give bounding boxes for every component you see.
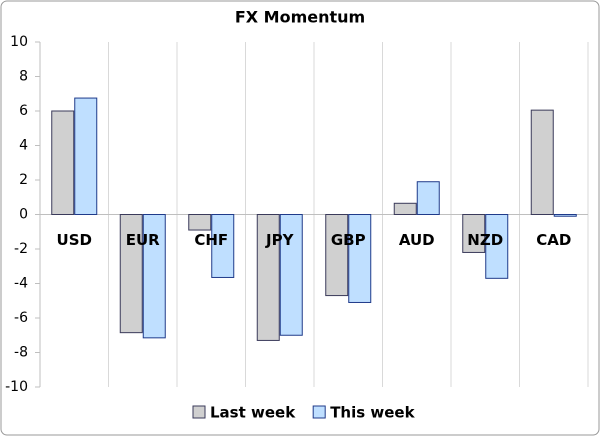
bar <box>416 181 440 216</box>
bar <box>74 97 98 215</box>
bar <box>485 214 509 279</box>
bar <box>462 214 486 253</box>
category-label: GBP <box>331 231 366 249</box>
category-label: JPY <box>265 231 295 249</box>
category-label: EUR <box>126 231 160 249</box>
legend-label: Last week <box>210 404 296 422</box>
bar <box>325 214 349 297</box>
y-tick-label: 10 <box>10 34 28 50</box>
bar <box>142 214 166 339</box>
bar <box>51 110 75 215</box>
bar <box>188 214 212 231</box>
category-label: CAD <box>536 231 571 249</box>
y-tick-label: -10 <box>5 379 28 395</box>
bar <box>119 214 143 334</box>
bar <box>393 202 417 216</box>
bar <box>530 109 554 215</box>
bar <box>256 214 280 341</box>
y-tick-label: 0 <box>19 207 28 223</box>
y-tick-label: 4 <box>19 138 28 154</box>
bar <box>279 214 303 336</box>
category-label: AUD <box>399 231 435 249</box>
category-label: CHF <box>194 231 228 249</box>
category-label: USD <box>57 231 92 249</box>
y-tick-label: -4 <box>14 276 28 292</box>
y-tick-label: -6 <box>14 310 28 326</box>
y-tick-label: 6 <box>19 103 28 119</box>
legend-swatch <box>312 405 326 419</box>
legend-label: This week <box>330 404 415 422</box>
bar <box>348 214 372 303</box>
legend-swatch <box>192 405 206 419</box>
y-tick-label: 8 <box>19 69 28 85</box>
bar <box>553 214 577 217</box>
bar <box>211 214 235 278</box>
y-tick-label: 2 <box>19 172 28 188</box>
category-label: NZD <box>467 231 503 249</box>
chart-title: FX Momentum <box>235 8 365 27</box>
y-tick-label: -2 <box>14 241 28 257</box>
y-tick-label: -8 <box>14 345 28 361</box>
